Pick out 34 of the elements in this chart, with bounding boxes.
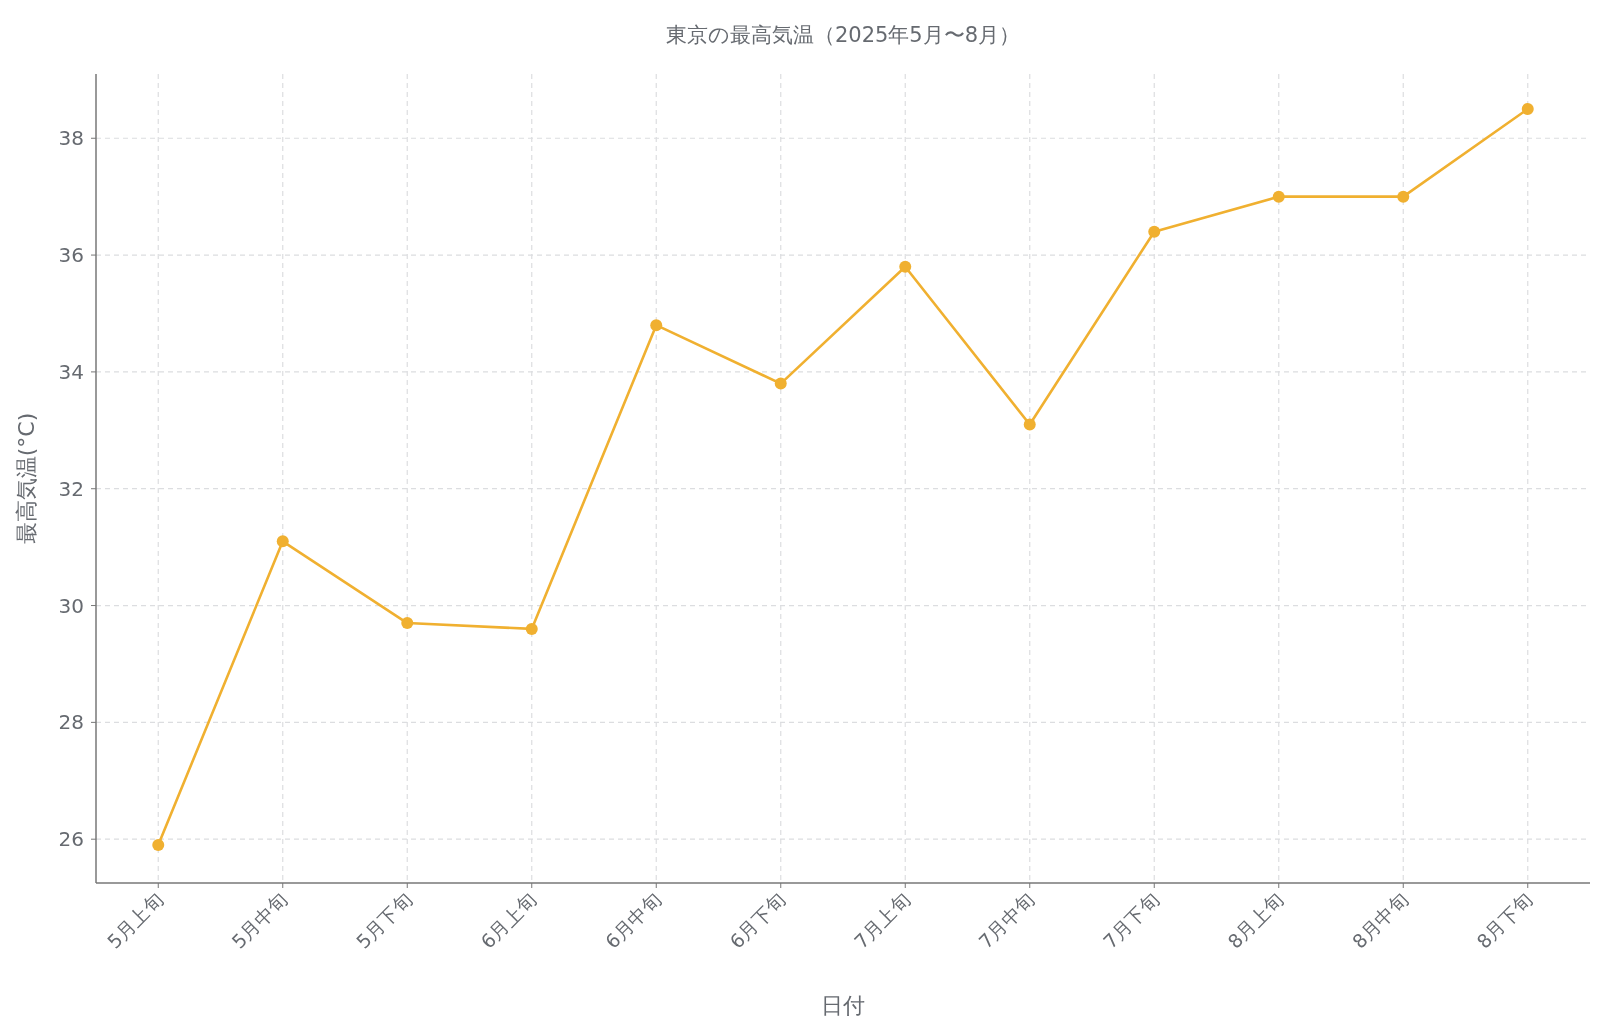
y-tick-label: 32 xyxy=(58,476,84,501)
point xyxy=(1272,190,1285,203)
point xyxy=(774,377,787,390)
point xyxy=(650,319,663,332)
x-tick-label: 5月上旬 xyxy=(102,888,168,953)
x-tick-label: 7月中旬 xyxy=(974,888,1039,953)
y-tick-label: 28 xyxy=(58,710,84,735)
x-tick-label: 6月下旬 xyxy=(725,888,790,953)
x-tick-label: 6月中旬 xyxy=(600,888,666,953)
chart-title: 東京の最高気温（2025年5月〜8月） xyxy=(665,23,1021,47)
y-tick-label: 34 xyxy=(58,359,84,384)
point xyxy=(1397,190,1410,203)
x-tick-label: 5月中旬 xyxy=(227,888,292,953)
x-tick-label: 7月上旬 xyxy=(849,888,915,953)
point xyxy=(1023,418,1036,431)
x-tick-label: 8月上旬 xyxy=(1223,888,1288,953)
x-tick-label: 8月下旬 xyxy=(1472,888,1537,953)
point xyxy=(1521,103,1534,116)
point xyxy=(152,839,165,852)
y-tick-label: 36 xyxy=(58,243,84,268)
point xyxy=(1148,225,1161,238)
point xyxy=(401,617,414,630)
point xyxy=(276,535,289,548)
point xyxy=(899,260,912,273)
y-axis-title: 最高気温(°C) xyxy=(14,412,39,545)
x-tick-label: 5月下旬 xyxy=(351,888,417,953)
x-tick-label: 6月上旬 xyxy=(476,888,541,953)
x-tick-label: 8月中旬 xyxy=(1347,888,1413,953)
point xyxy=(525,622,538,635)
y-tick-label: 38 xyxy=(58,126,84,151)
x-tick-label: 7月下旬 xyxy=(1098,888,1164,953)
x-axis-title: 日付 xyxy=(821,993,865,1018)
y-tick-label: 26 xyxy=(58,827,84,852)
y-tick-label: 30 xyxy=(58,593,84,618)
